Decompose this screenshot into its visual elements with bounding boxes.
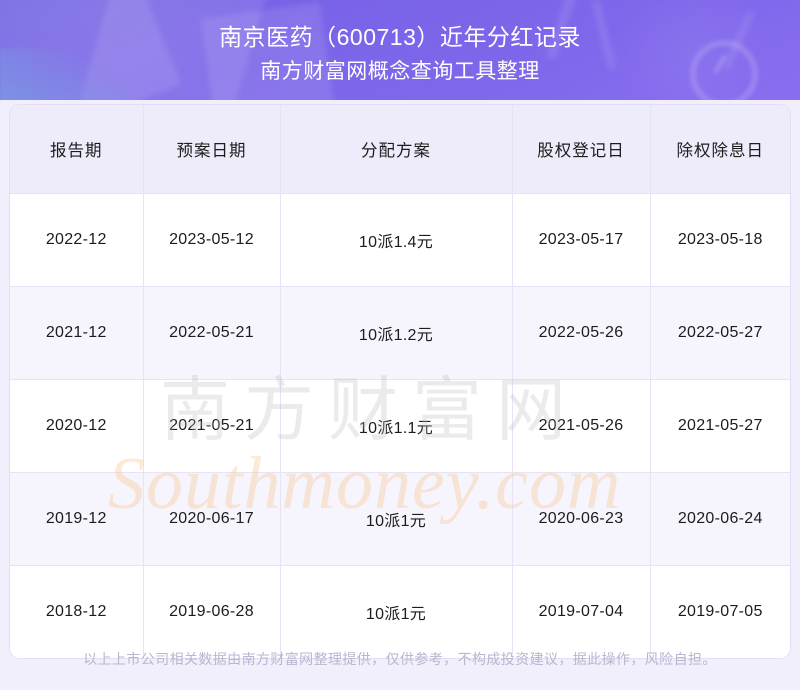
dividend-record-table: 报告期 预案日期 分配方案 股权登记日 除权除息日 2022-12 2023-0… <box>10 105 790 658</box>
table-row: 2020-12 2021-05-21 10派1.1元 2021-05-26 20… <box>10 379 790 473</box>
table-row: 2018-12 2019-06-28 10派1元 2019-07-04 2019… <box>10 565 790 658</box>
cell-record-date: 2020-06-23 <box>512 472 651 566</box>
cell-distribution: 10派1.1元 <box>280 379 513 473</box>
cell-report-period: 2019-12 <box>10 472 144 566</box>
banner-title-block: 南京医药（600713）近年分红记录 南方财富网概念查询工具整理 <box>0 0 800 88</box>
cell-report-period: 2022-12 <box>10 193 144 287</box>
column-header-report-period: 报告期 <box>10 105 144 194</box>
cell-ex-dividend: 2023-05-18 <box>650 193 790 287</box>
table-header: 报告期 预案日期 分配方案 股权登记日 除权除息日 <box>10 105 790 194</box>
cell-ex-dividend: 2022-05-27 <box>650 286 790 380</box>
table-row: 2022-12 2023-05-12 10派1.4元 2023-05-17 20… <box>10 193 790 287</box>
column-header-plan-date: 预案日期 <box>143 105 281 194</box>
cell-ex-dividend: 2021-05-27 <box>650 379 790 473</box>
page-header-banner: 南京医药（600713）近年分红记录 南方财富网概念查询工具整理 <box>0 0 800 118</box>
page-subtitle: 南方财富网概念查询工具整理 <box>260 60 540 83</box>
cell-record-date: 2022-05-26 <box>512 286 651 380</box>
page-body: 报告期 预案日期 分配方案 股权登记日 除权除息日 2022-12 2023-0… <box>0 100 800 690</box>
cell-plan-date: 2022-05-21 <box>143 286 281 380</box>
cell-distribution: 10派1元 <box>280 565 513 658</box>
dividend-table-card: 报告期 预案日期 分配方案 股权登记日 除权除息日 2022-12 2023-0… <box>10 105 790 658</box>
table-header-row: 报告期 预案日期 分配方案 股权登记日 除权除息日 <box>10 105 790 194</box>
cell-plan-date: 2021-05-21 <box>143 379 281 473</box>
cell-distribution: 10派1元 <box>280 472 513 566</box>
cell-record-date: 2023-05-17 <box>512 193 651 287</box>
cell-record-date: 2021-05-26 <box>512 379 651 473</box>
disclaimer-note: 以上上市公司相关数据由南方财富网整理提供，仅供参考，不构成投资建议，据此操作，风… <box>83 651 717 667</box>
page-title: 南京医药（600713）近年分红记录 <box>219 24 581 50</box>
cell-distribution: 10派1.4元 <box>280 193 513 287</box>
cell-report-period: 2018-12 <box>10 565 144 658</box>
cell-report-period: 2020-12 <box>10 379 144 473</box>
cell-report-period: 2021-12 <box>10 286 144 380</box>
cell-plan-date: 2020-06-17 <box>143 472 281 566</box>
column-header-record-date: 股权登记日 <box>512 105 651 194</box>
cell-plan-date: 2019-06-28 <box>143 565 281 658</box>
table-row: 2021-12 2022-05-21 10派1.2元 2022-05-26 20… <box>10 286 790 380</box>
cell-record-date: 2019-07-04 <box>512 565 651 658</box>
cell-plan-date: 2023-05-12 <box>143 193 281 287</box>
cell-ex-dividend: 2020-06-24 <box>650 472 790 566</box>
table-row: 2019-12 2020-06-17 10派1元 2020-06-23 2020… <box>10 472 790 566</box>
column-header-distribution: 分配方案 <box>280 105 513 194</box>
cell-distribution: 10派1.2元 <box>280 286 513 380</box>
table-body: 2022-12 2023-05-12 10派1.4元 2023-05-17 20… <box>10 193 790 658</box>
cell-ex-dividend: 2019-07-05 <box>650 565 790 658</box>
column-header-ex-dividend: 除权除息日 <box>650 105 790 194</box>
